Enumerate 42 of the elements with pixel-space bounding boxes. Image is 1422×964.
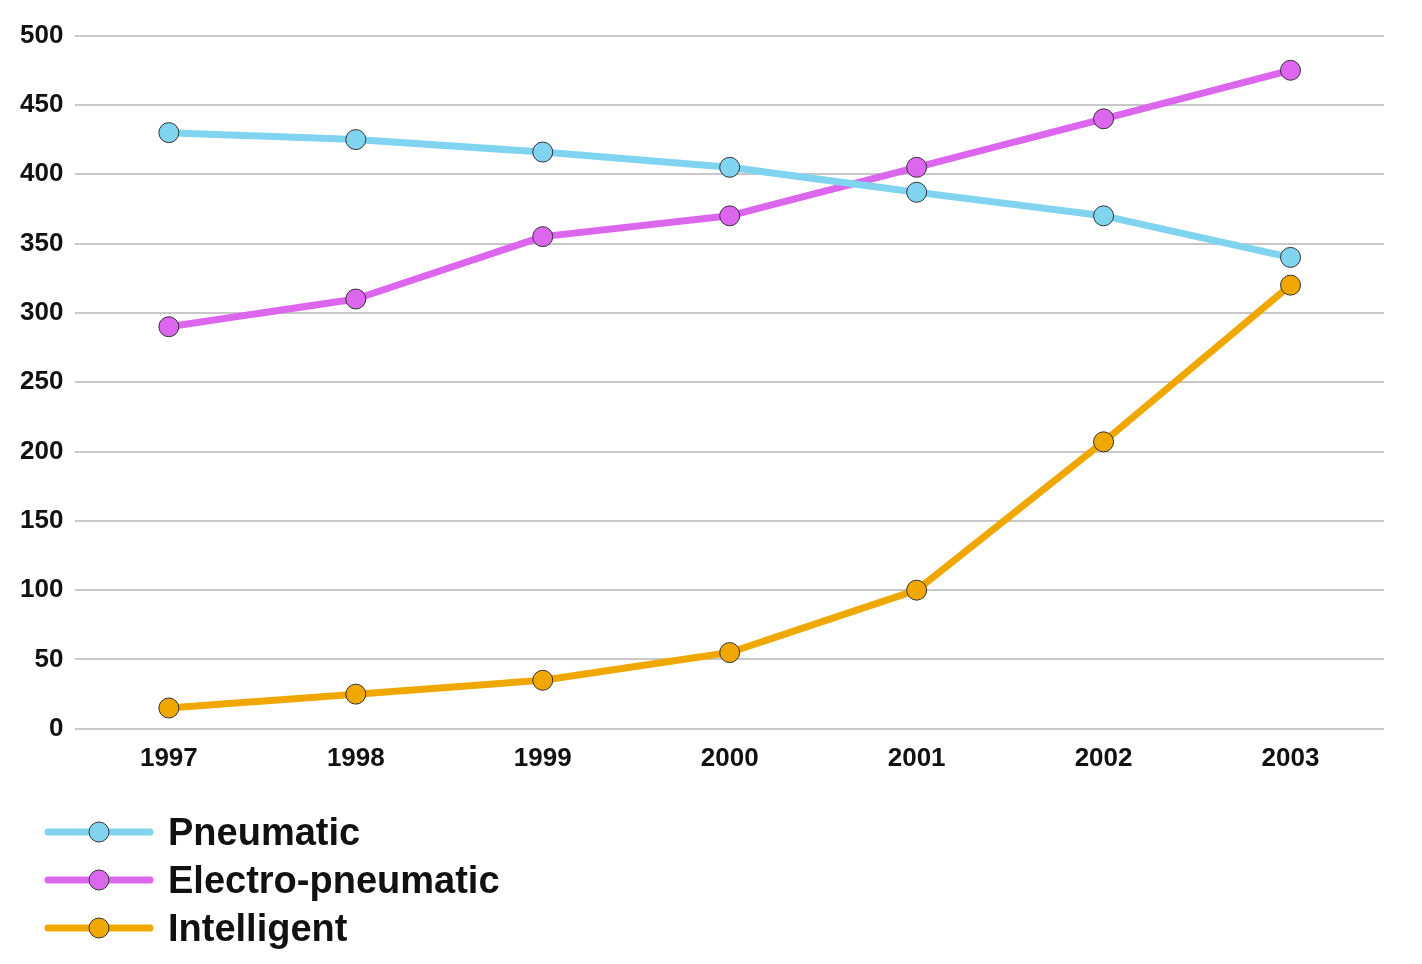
point (1093, 431, 1115, 453)
y-tick-label: 250 (19, 365, 64, 396)
y-tick-label: 450 (19, 88, 64, 119)
y-tick-label: 200 (19, 434, 64, 465)
legend-label: Electro-pneumatic (168, 858, 500, 902)
point (158, 122, 180, 144)
legend-label: Pneumatic (168, 810, 361, 854)
x-tick-label: 1997 (139, 741, 198, 772)
point (345, 288, 367, 310)
y-tick-label: 400 (19, 157, 64, 188)
point (719, 156, 741, 178)
y-tick-label: 100 (19, 573, 64, 604)
point (719, 642, 741, 664)
point (1093, 108, 1115, 130)
point (906, 579, 928, 601)
y-tick-label: 0 (48, 711, 64, 742)
y-tick-label: 300 (19, 296, 64, 327)
y-tick-label: 350 (19, 226, 64, 257)
point (345, 129, 367, 151)
x-tick-label: 2001 (887, 741, 946, 772)
point (906, 156, 928, 178)
point (345, 683, 367, 705)
y-tick-label: 150 (19, 504, 64, 535)
point (906, 181, 928, 203)
point (1280, 59, 1302, 81)
point (719, 205, 741, 227)
point (532, 669, 554, 691)
point (1280, 274, 1302, 296)
point (158, 316, 180, 338)
point (532, 226, 554, 248)
x-tick-label: 2000 (700, 741, 759, 772)
x-tick-label: 1998 (326, 741, 385, 772)
y-tick-label: 500 (19, 18, 64, 49)
x-tick-label: 2003 (1261, 741, 1320, 772)
point (1093, 205, 1115, 227)
point (158, 697, 180, 719)
x-tick-label: 2002 (1074, 741, 1133, 772)
legend-label: Intelligent (168, 906, 348, 950)
x-tick-label: 1999 (513, 741, 572, 772)
point (532, 141, 554, 163)
y-tick-label: 50 (34, 642, 64, 673)
point (1280, 246, 1302, 268)
